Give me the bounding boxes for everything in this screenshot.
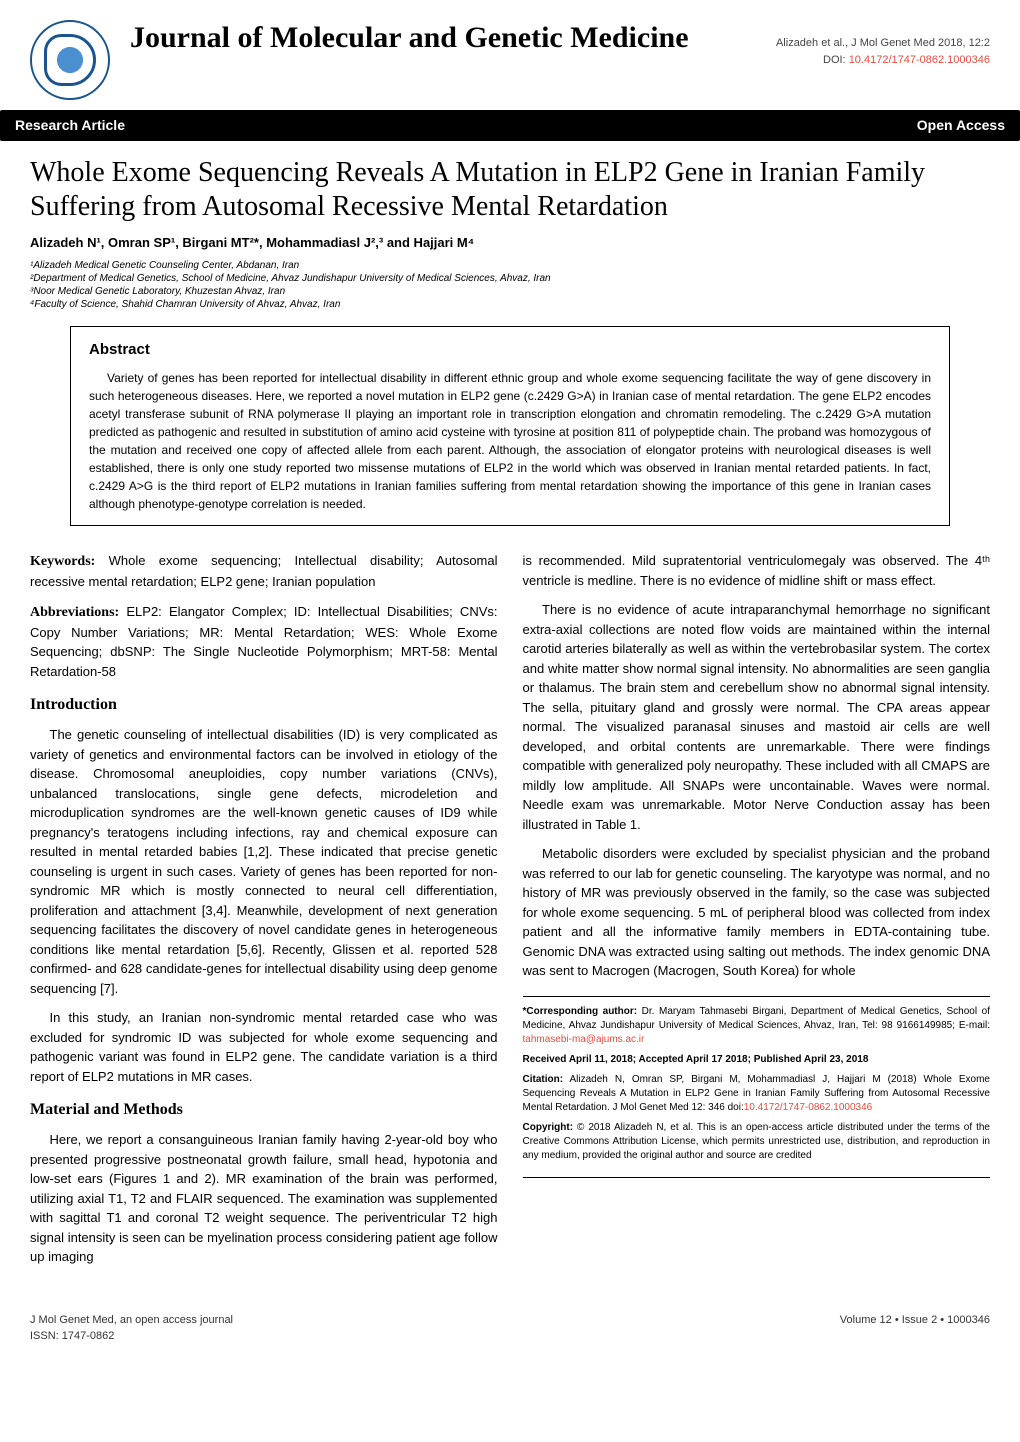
affil-3: ³Noor Medical Genetic Laboratory, Khuzes… [30,285,990,298]
intro-head: Introduction [30,693,498,717]
journal-logo [30,20,110,100]
affil-1: ¹Alizadeh Medical Genetic Counseling Cen… [30,259,990,272]
doi-block: Alizadeh et al., J Mol Genet Med 2018, 1… [776,35,990,68]
article-title: Whole Exome Sequencing Reveals A Mutatio… [30,156,990,223]
footer-right: Volume 12 • Issue 2 • 1000346 [840,1312,990,1345]
citation: Citation: Alizadeh N, Omran SP, Birgani … [523,1073,991,1115]
copyright: Copyright: © 2018 Alizadeh N, et al. Thi… [523,1121,991,1163]
citation-text: Alizadeh et al., J Mol Genet Med 2018, 1… [776,35,990,52]
abstract-box: Abstract Variety of genes has been repor… [70,326,950,527]
abstract-head: Abstract [89,339,931,362]
abbr-label: Abbreviations: [30,605,119,620]
mm-head: Material and Methods [30,1098,498,1122]
doi-link[interactable]: 10.4172/1747-0862.1000346 [849,54,990,66]
right-column: is recommended. Mild supratentorial vent… [523,551,991,1277]
keywords: Keywords: Whole exome sequencing; Intell… [30,551,498,592]
footer-left1: J Mol Genet Med, an open access journal [30,1312,233,1329]
affil-4: ⁴Faculty of Science, Shahid Chamran Univ… [30,298,990,311]
cite-doi[interactable]: 10.4172/1747-0862.1000346 [744,1102,872,1113]
copy-text: © 2018 Alizadeh N, et al. This is an ope… [523,1122,991,1161]
right-p1: is recommended. Mild supratentorial vent… [523,551,991,590]
left-column: Keywords: Whole exome sequencing; Intell… [30,551,498,1277]
abbreviations: Abbreviations: ELP2: Elangator Complex; … [30,602,498,682]
section-bar: Research Article Open Access [0,110,1020,141]
intro-p2: In this study, an Iranian non-syndromic … [30,1008,498,1086]
two-column-body: Keywords: Whole exome sequencing; Intell… [30,551,990,1277]
doi-label: DOI: [823,54,846,66]
page-footer: J Mol Genet Med, an open access journal … [0,1292,1020,1355]
affil-2: ²Department of Medical Genetics, School … [30,272,990,285]
journal-title: Journal of Molecular and Genetic Medicin… [130,20,776,56]
header: Journal of Molecular and Genetic Medicin… [0,0,1020,110]
cite-label: Citation: [523,1074,564,1085]
bar-right: Open Access [917,115,1005,136]
abstract-text: Variety of genes has been reported for i… [89,369,931,513]
corr-label: *Corresponding author: [523,1006,638,1017]
keywords-text: Whole exome sequencing; Intellectual dis… [30,553,498,589]
corresponding-author: *Corresponding author: Dr. Maryam Tahmas… [523,1005,991,1047]
corr-email[interactable]: tahmasebi-ma@ajums.ac.ir [523,1034,645,1045]
footer-left: J Mol Genet Med, an open access journal … [30,1312,233,1345]
right-p2: There is no evidence of acute intraparan… [523,600,991,834]
copy-label: Copyright: [523,1122,574,1133]
bar-left: Research Article [15,115,125,136]
mm-p1: Here, we report a consanguineous Iranian… [30,1130,498,1267]
intro-p1: The genetic counseling of intellectual d… [30,725,498,998]
content: Whole Exome Sequencing Reveals A Mutatio… [0,141,1020,1292]
dates-text: Received April 11, 2018; Accepted April … [523,1054,869,1065]
footer-box: *Corresponding author: Dr. Maryam Tahmas… [523,996,991,1178]
affiliations: ¹Alizadeh Medical Genetic Counseling Cen… [30,259,990,311]
right-p3: Metabolic disorders were excluded by spe… [523,844,991,981]
keywords-label: Keywords: [30,554,95,569]
footer-left2: ISSN: 1747-0862 [30,1328,233,1345]
authors: Alizadeh N¹, Omran SP¹, Birgani MT²*, Mo… [30,233,990,253]
dates: Received April 11, 2018; Accepted April … [523,1053,991,1067]
